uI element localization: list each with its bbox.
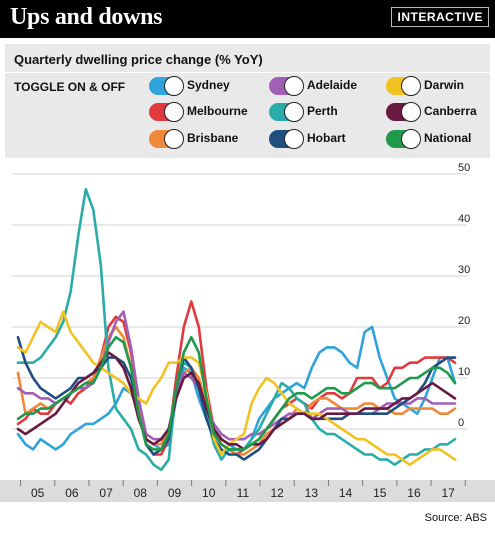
series-line-adelaide	[16, 310, 457, 441]
x-tick-label: 07	[99, 486, 113, 500]
x-tick-label: 09	[168, 486, 182, 500]
toggle-knob	[164, 76, 184, 96]
x-tick-label: 15	[373, 486, 387, 500]
x-tick-label: 05	[31, 486, 45, 500]
chart-subtitle: Quarterly dwelling price change (% YoY)	[14, 52, 263, 67]
toggle-switch-icon[interactable]	[269, 129, 304, 149]
x-tick-label: 16	[407, 486, 421, 500]
x-tick-label: 14	[339, 486, 353, 500]
x-tick-label: 11	[237, 486, 250, 500]
legend-label: Brisbane	[187, 131, 239, 145]
legend-label: Canberra	[424, 104, 477, 118]
toggle-knob	[164, 129, 184, 149]
toggle-knob	[401, 102, 421, 122]
x-tick-label: 06	[65, 486, 79, 500]
x-tick-label: 12	[270, 486, 284, 500]
legend-label: Hobart	[307, 131, 346, 145]
toggle-switch-icon[interactable]	[149, 102, 184, 122]
toggle-knob	[284, 129, 304, 149]
series-line-canberra	[16, 351, 457, 451]
x-axis-band	[0, 480, 495, 502]
legend-label: Darwin	[424, 78, 465, 92]
x-tick-label: 17	[442, 486, 456, 500]
legend-label: National	[424, 131, 472, 145]
toggle-switch-icon[interactable]	[269, 102, 304, 122]
toggle-label: TOGGLE ON & OFF	[14, 80, 126, 94]
panel-divider	[5, 72, 490, 73]
x-tick-label: 13	[305, 486, 319, 500]
y-tick-label: 0	[458, 417, 464, 429]
x-tick-label: 08	[134, 486, 148, 500]
line-chart: 0 10 20 30 40 50 05 06 07 08 09 10 11 12 13 14 15 16 17	[0, 162, 495, 502]
series-line-perth	[16, 187, 457, 472]
interactive-badge: INTERACTIVE	[391, 7, 489, 27]
toggle-switch-icon[interactable]	[386, 129, 421, 149]
toggle-knob	[284, 102, 304, 122]
legend-panel: Quarterly dwelling price change (% YoY) …	[5, 44, 490, 158]
page-title: Ups and downs	[10, 4, 163, 30]
y-tick-label: 40	[458, 213, 470, 225]
toggle-switch-icon[interactable]	[149, 76, 184, 96]
toggle-knob	[401, 76, 421, 96]
y-tick-label: 30	[458, 264, 470, 276]
toggle-switch-icon[interactable]	[386, 102, 421, 122]
toggle-knob	[401, 129, 421, 149]
source-note: Source: ABS	[424, 512, 487, 524]
y-tick-label: 50	[458, 162, 470, 174]
series-line-darwin	[16, 310, 457, 467]
legend-label: Perth	[307, 104, 338, 118]
header-bar: Ups and downs INTERACTIVE	[0, 0, 495, 38]
y-tick-label: 10	[458, 366, 470, 378]
series-line-hobart	[16, 335, 457, 461]
series-line-national	[16, 335, 457, 451]
toggle-switch-icon[interactable]	[386, 76, 421, 96]
legend-label: Melbourne	[187, 104, 248, 118]
toggle-switch-icon[interactable]	[269, 76, 304, 96]
legend-label: Adelaide	[307, 78, 358, 92]
toggle-knob	[284, 76, 304, 96]
legend-label: Sydney	[187, 78, 230, 92]
toggle-switch-icon[interactable]	[149, 129, 184, 149]
y-tick-label: 20	[458, 315, 470, 327]
toggle-knob	[164, 102, 184, 122]
x-tick-label: 10	[202, 486, 216, 500]
